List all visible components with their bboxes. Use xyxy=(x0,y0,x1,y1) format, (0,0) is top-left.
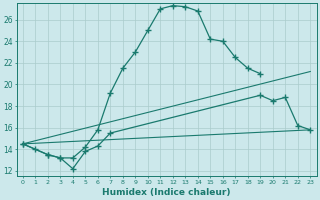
X-axis label: Humidex (Indice chaleur): Humidex (Indice chaleur) xyxy=(102,188,231,197)
